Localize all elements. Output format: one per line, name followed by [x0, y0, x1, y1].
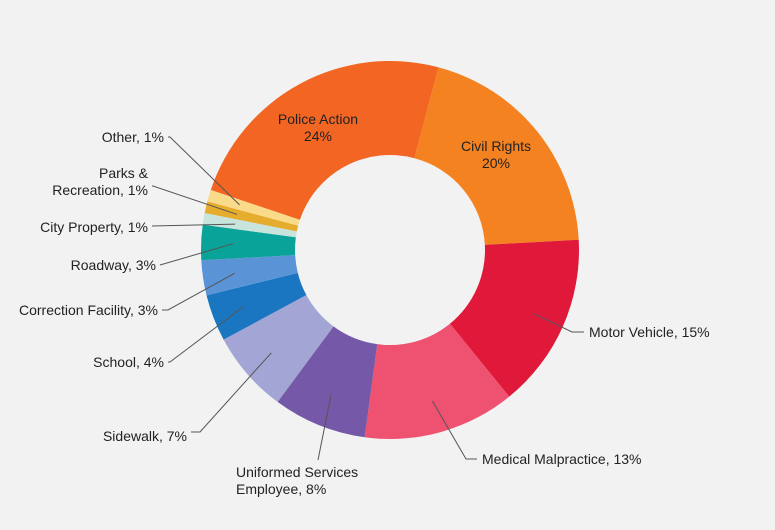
leader-line-roadway	[159, 243, 234, 266]
label-police-action: Police Action 24%	[278, 111, 358, 144]
slice-civil-rights	[414, 67, 579, 245]
label-other: Other, 1%	[102, 129, 164, 145]
slices-group	[200, 60, 579, 439]
leader-line-school	[168, 306, 244, 363]
leader-line-medical-malpractice	[432, 400, 477, 460]
label-uniformed-services-employee: Uniformed Services Employee, 8%	[236, 464, 358, 497]
leader-line-parks-recreation	[152, 185, 238, 215]
leader-line-city-property	[151, 223, 236, 227]
slice-uniformed-services-employee	[277, 326, 378, 438]
leader-lines-group	[151, 136, 584, 461]
label-medical-malpractice: Medical Malpractice, 13%	[482, 451, 642, 467]
labels-group: Police Action 24% Civil Rights 20% Motor Veh…	[19, 111, 710, 497]
leader-line-motor-vehicle	[533, 313, 584, 333]
slice-motor-vehicle	[449, 239, 579, 397]
label-school: School, 4%	[93, 354, 164, 370]
slice-parks-recreation	[204, 201, 299, 232]
label-parks-recreation: Parks & Recreation, 1%	[52, 165, 148, 198]
slice-roadway	[200, 224, 296, 261]
leader-line-correction-facility	[162, 272, 235, 311]
leader-line-uniformed-services-employee	[317, 395, 332, 461]
label-civil-rights: Civil Rights 20%	[461, 138, 531, 171]
slice-correction-facility	[201, 255, 298, 296]
slice-medical-malpractice	[364, 323, 510, 439]
leader-line-sidewalk	[191, 352, 272, 433]
label-correction-facility: Correction Facility, 3%	[19, 302, 158, 318]
label-sidewalk: Sidewalk, 7%	[103, 428, 187, 444]
label-motor-vehicle: Motor Vehicle, 15%	[589, 324, 710, 340]
slice-city-property	[202, 212, 297, 238]
leader-line-other	[168, 136, 240, 206]
label-roadway: Roadway, 3%	[71, 257, 156, 273]
slice-school	[206, 272, 307, 340]
slice-police-action	[210, 60, 439, 220]
label-city-property: City Property, 1%	[40, 219, 148, 235]
slice-other	[207, 190, 300, 226]
